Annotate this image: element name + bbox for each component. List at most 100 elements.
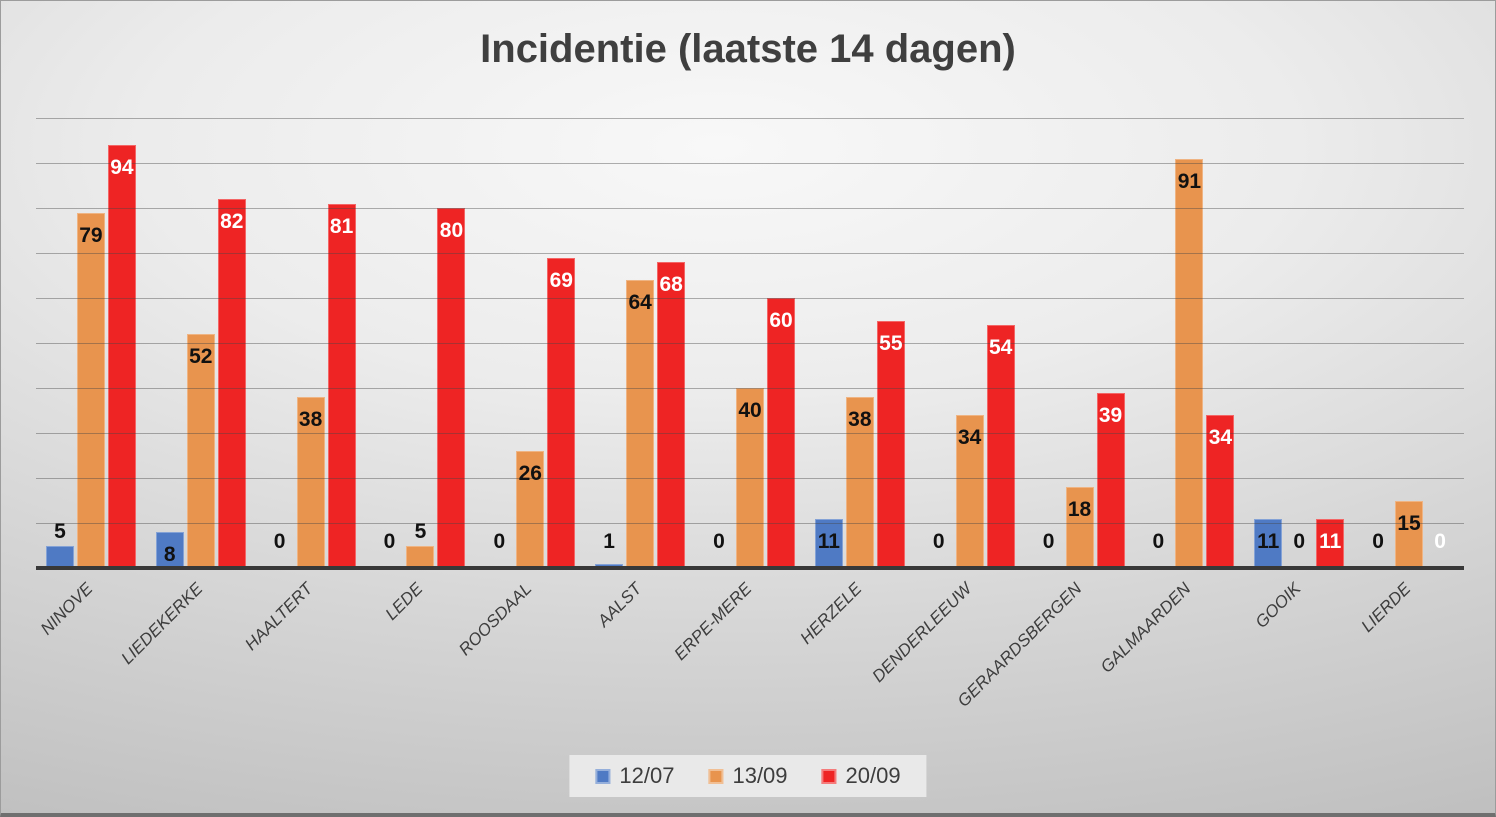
bar-group-liedekerke: 8 52 82 xyxy=(146,118,256,568)
legend-swatch-orange-icon xyxy=(708,768,724,784)
category-label-lierde: LIERDE xyxy=(1357,579,1415,636)
legend-label: 12/07 xyxy=(619,763,675,788)
legend-label: 20/09 xyxy=(845,763,901,788)
bar-13-09-haaltert xyxy=(296,397,325,568)
bar-cell: 5 xyxy=(45,118,74,568)
bar-cell: 0 xyxy=(375,118,403,568)
data-label-20-09-aalst: 68 xyxy=(659,273,683,296)
bar-group-gooik: 11 0 11 xyxy=(1244,118,1354,568)
bar-group-galmaarden: 0 91 34 xyxy=(1134,118,1244,568)
category-label-lede: LEDE xyxy=(381,579,426,624)
data-label-20-09-herzele: 55 xyxy=(879,331,903,355)
data-label-20-09-gooik: 11 xyxy=(1319,529,1342,553)
category-label-roosdaal: ROOSDAAL xyxy=(455,579,536,660)
bar-cell: 0 xyxy=(485,118,513,568)
data-label-20-09-galmaarden: 34 xyxy=(1208,426,1233,449)
data-label-13-09-lierde: 15 xyxy=(1397,511,1421,535)
bar-cell: 0 xyxy=(1035,118,1063,568)
legend-item-13-09: 13/09 xyxy=(708,763,788,789)
category-label-denderleeuw: DENDERLEEUW xyxy=(868,579,976,686)
data-label-20-09-erpe-mere: 60 xyxy=(769,309,793,332)
bar-cell: 91 xyxy=(1175,118,1204,568)
data-label-13-09-aalst: 64 xyxy=(628,291,652,314)
legend: 12/07 13/09 20/09 xyxy=(569,755,927,797)
bar-cell: 34 xyxy=(1206,118,1235,568)
bar-20-09-ninove xyxy=(107,145,136,568)
data-label-13-09-haaltert: 38 xyxy=(298,408,323,431)
category-label-aalst: AALST xyxy=(594,579,646,631)
legend-label: 13/09 xyxy=(732,763,788,788)
bar-13-09-aalst xyxy=(626,280,655,568)
bar-cell: 52 xyxy=(186,118,215,568)
category-label-gooik: GOOIK xyxy=(1251,579,1305,632)
bar-cell: 0 xyxy=(1144,118,1172,568)
bar-cell: 5 xyxy=(406,118,435,568)
bar-group-lierde: 0 15 0 xyxy=(1354,118,1464,568)
bar-20-09-denderleeuw xyxy=(986,325,1015,568)
legend-item-12-07: 12/07 xyxy=(595,763,674,789)
bar-cell: 1 xyxy=(595,118,624,568)
data-label-12-07-lierde: 0 xyxy=(1372,530,1384,553)
data-label-12-07-gooik: 11 xyxy=(1257,529,1280,553)
bar-cell: 60 xyxy=(767,118,795,568)
bar-group-ninove: 5 79 94 xyxy=(36,118,146,568)
bar-12-07-aalst xyxy=(595,563,624,568)
bar-group-lede: 0 5 80 xyxy=(366,118,476,568)
bar-20-09-galmaarden xyxy=(1206,415,1235,568)
bar-cell: 94 xyxy=(107,118,136,568)
data-label-20-09-lede: 80 xyxy=(439,219,464,242)
data-label-13-09-liedekerke: 52 xyxy=(189,345,213,368)
bar-cell: 54 xyxy=(986,118,1015,568)
bar-group-denderleeuw: 0 34 54 xyxy=(915,118,1025,568)
legend-swatch-red-icon xyxy=(821,768,837,784)
data-label-13-09-roosdaal: 26 xyxy=(518,462,542,485)
bar-13-09-denderleeuw xyxy=(955,415,984,568)
data-label-13-09-geraardsbergen: 18 xyxy=(1067,498,1092,521)
bar-cell: 0 xyxy=(925,118,953,568)
bar-20-09-geraardsbergen xyxy=(1096,392,1125,568)
bar-cell: 38 xyxy=(845,118,874,568)
category-label-liedekerke: LIEDEKERKE xyxy=(117,579,207,668)
category-label-galmaarden: GALMAARDEN xyxy=(1097,579,1195,677)
bar-12-07-gooik xyxy=(1254,518,1283,568)
bar-20-09-roosdaal xyxy=(547,257,576,568)
bar-cell: 38 xyxy=(296,118,325,568)
bar-cell: 79 xyxy=(76,118,105,568)
data-label-12-07-haaltert: 0 xyxy=(273,530,286,553)
plot-area: 5 79 94 8 52 82 0 38 81 0 5 80 0 26 69 1 64 68 0 40 60 11 38 55… xyxy=(36,118,1464,568)
data-label-20-09-haaltert: 81 xyxy=(329,214,354,238)
data-label-20-09-geraardsbergen: 39 xyxy=(1098,403,1123,427)
bar-cell: 82 xyxy=(217,118,246,568)
bar-13-09-galmaarden xyxy=(1175,158,1204,568)
bar-group-erpe-mere: 0 40 60 xyxy=(695,118,805,568)
bar-cell: 0 xyxy=(1364,118,1392,568)
bar-13-09-erpe-mere xyxy=(736,388,764,568)
legend-item-20-09: 20/09 xyxy=(821,763,901,789)
bar-20-09-gooik xyxy=(1316,518,1345,568)
data-label-12-07-herzele: 11 xyxy=(817,529,840,553)
category-label-herzele: HERZELE xyxy=(796,579,866,648)
data-label-12-07-erpe-mere: 0 xyxy=(713,530,725,553)
bar-cell: 0 xyxy=(266,118,294,568)
bar-20-09-haaltert xyxy=(327,203,356,568)
bar-13-09-geraardsbergen xyxy=(1065,487,1094,568)
bar-20-09-aalst xyxy=(657,262,686,568)
bar-cell: 68 xyxy=(657,118,686,568)
bar-12-07-liedekerke xyxy=(155,532,184,568)
bar-cell: 0 xyxy=(1426,118,1454,568)
legend-swatch-blue-icon xyxy=(595,768,611,784)
bar-group-aalst: 1 64 68 xyxy=(585,118,695,568)
bar-group-herzele: 11 38 55 xyxy=(805,118,915,568)
bar-cell: 39 xyxy=(1096,118,1125,568)
data-label-13-09-gooik: 0 xyxy=(1293,530,1306,553)
bar-12-07-herzele xyxy=(814,518,843,568)
bar-cell: 11 xyxy=(1254,118,1283,568)
bar-group-haaltert: 0 38 81 xyxy=(256,118,366,568)
data-label-12-07-roosdaal: 0 xyxy=(493,530,506,553)
data-label-20-09-denderleeuw: 54 xyxy=(989,336,1013,359)
category-axis-labels: NINOVE LIEDEKERKE HAALTERT LEDE ROOSDAAL AALS… xyxy=(1,579,1496,759)
bar-cell: 0 xyxy=(1285,118,1313,568)
data-label-12-07-lede: 0 xyxy=(383,530,396,553)
category-label-haaltert: HAALTERT xyxy=(240,579,317,655)
data-label-12-07-galmaarden: 0 xyxy=(1152,530,1165,553)
